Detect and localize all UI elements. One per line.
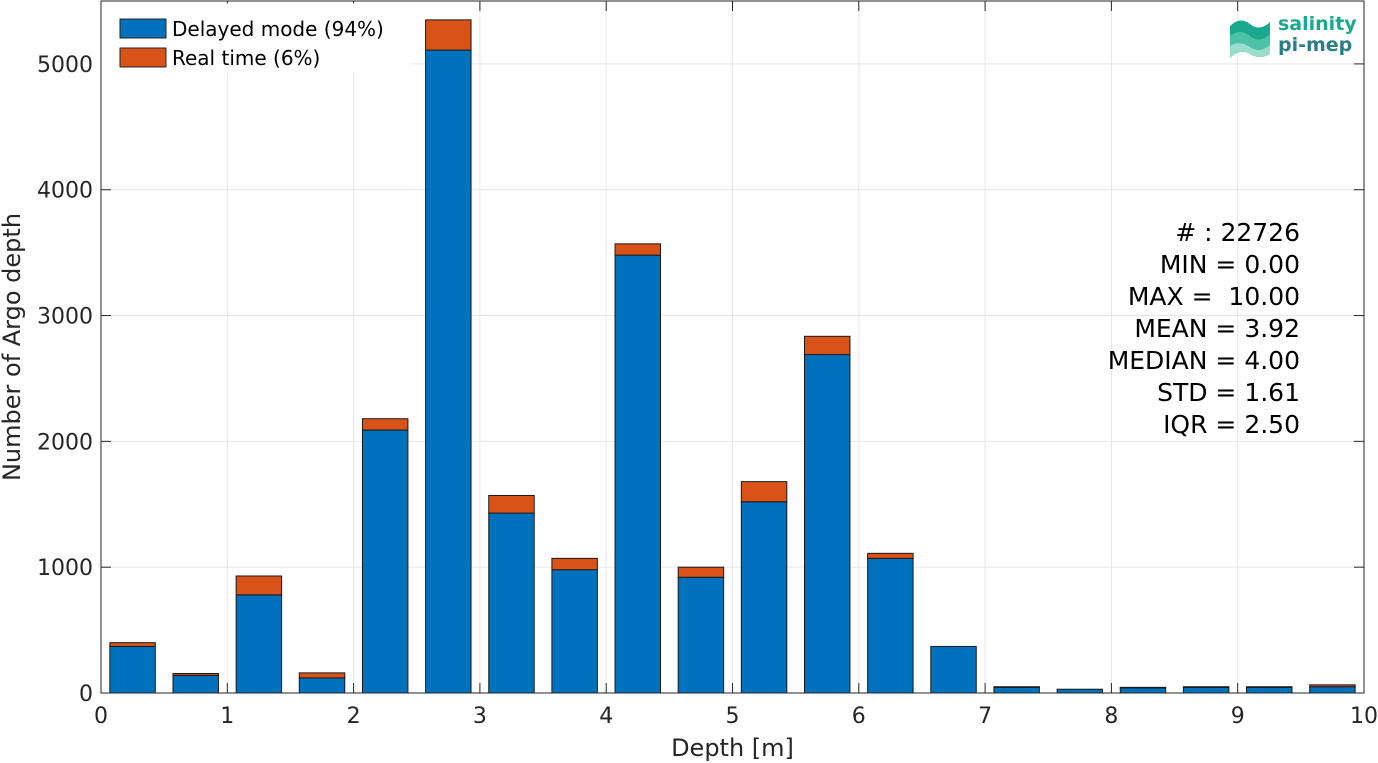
bar-delayed-mode	[1246, 686, 1293, 694]
bar-delayed-mode	[488, 512, 535, 694]
x-tick-label: 6	[852, 704, 866, 729]
bar-real-time	[740, 481, 788, 503]
x-tick-label: 5	[726, 704, 740, 729]
bar-real-time	[172, 672, 219, 676]
x-tick-label: 4	[599, 704, 613, 729]
bar-delayed-mode	[740, 501, 788, 694]
bar-real-time	[803, 335, 851, 356]
stat-count: # : 22726	[1175, 218, 1300, 247]
y-tick-label: 2000	[37, 430, 93, 455]
x-tick-label: 7	[978, 704, 992, 729]
legend-swatch-realtime	[119, 47, 167, 68]
bar-real-time	[488, 494, 535, 514]
bar-delayed-mode	[551, 569, 598, 694]
legend-label-realtime: Real time (6%)	[172, 46, 320, 70]
bar-delayed-mode	[425, 49, 472, 694]
y-tick-label: 1000	[37, 556, 93, 581]
bar-real-time	[677, 566, 725, 578]
bar-real-time	[425, 19, 472, 51]
logo-text: salinity pi-mep	[1278, 14, 1357, 56]
y-tick-label: 5000	[37, 53, 93, 78]
x-tick-label: 2	[347, 704, 361, 729]
bar-delayed-mode	[1182, 686, 1230, 694]
bar-real-time	[109, 642, 156, 647]
bar-real-time	[1182, 686, 1230, 688]
bar-delayed-mode	[235, 594, 283, 694]
bar-real-time	[1119, 686, 1167, 689]
bar-delayed-mode	[867, 557, 914, 694]
x-tick-label: 3	[473, 704, 487, 729]
bar-real-time	[235, 575, 283, 596]
bar-real-time	[1309, 684, 1356, 688]
bar-delayed-mode	[298, 677, 346, 694]
stat-std: STD = 1.61	[1157, 378, 1300, 407]
bar-delayed-mode	[614, 254, 662, 694]
legend-swatch-delayed	[119, 18, 167, 39]
logo-line-1: salinity	[1278, 13, 1357, 35]
bar-real-time	[1246, 686, 1293, 688]
bar-delayed-mode	[1309, 686, 1356, 694]
wave-logo-icon	[1230, 20, 1270, 59]
stat-iqr: IQR = 2.50	[1163, 410, 1300, 439]
bars-group	[109, 19, 1356, 694]
statistics-box: # : 22726 MIN = 0.00 MAX = 10.00 MEAN = …	[1108, 217, 1300, 441]
y-axis-label: Number of Argo depth	[0, 213, 26, 481]
x-tick-label: 8	[1104, 704, 1118, 729]
y-tick-label: 4000	[37, 179, 93, 204]
bar-real-time	[614, 243, 662, 256]
x-tick-label: 10	[1350, 704, 1378, 729]
stat-max: MAX = 10.00	[1127, 282, 1300, 311]
bar-delayed-mode	[993, 686, 1040, 694]
stat-mean: MEAN = 3.92	[1134, 314, 1300, 343]
bar-delayed-mode	[1056, 688, 1104, 694]
y-tick-label: 0	[79, 682, 93, 707]
logo-line-2: pi-mep	[1278, 34, 1353, 56]
legend: Delayed mode (94%) Real time (6%)	[101, 3, 411, 73]
bar-delayed-mode	[803, 354, 851, 694]
x-tick-label: 1	[220, 704, 234, 729]
x-tick-label: 9	[1231, 704, 1245, 729]
bar-real-time	[551, 557, 598, 571]
bar-real-time	[867, 552, 914, 559]
bar-real-time	[298, 672, 346, 679]
bar-real-time	[993, 686, 1040, 688]
x-axis-ticks: 0 1 2 3 4 5 6 7 8 9 10	[94, 1, 1378, 729]
bar-delayed-mode	[109, 645, 156, 694]
y-axis-ticks: 0 1000 2000 3000 4000 5000	[37, 53, 1364, 707]
x-axis-label: Depth [m]	[671, 734, 794, 762]
bar-delayed-mode	[677, 576, 725, 694]
bar-real-time	[361, 418, 409, 431]
x-tick-label: 0	[94, 704, 108, 729]
bar-delayed-mode	[361, 429, 409, 694]
legend-label-delayed: Delayed mode (94%)	[172, 17, 384, 41]
y-tick-label: 3000	[37, 305, 93, 330]
stat-median: MEDIAN = 4.00	[1107, 346, 1300, 375]
bar-delayed-mode	[172, 674, 219, 694]
salinity-pimep-logo: salinity pi-mep	[1226, 14, 1358, 62]
bar-delayed-mode	[930, 645, 977, 694]
bar-delayed-mode	[1119, 687, 1167, 694]
stat-min: MIN = 0.00	[1159, 250, 1300, 279]
